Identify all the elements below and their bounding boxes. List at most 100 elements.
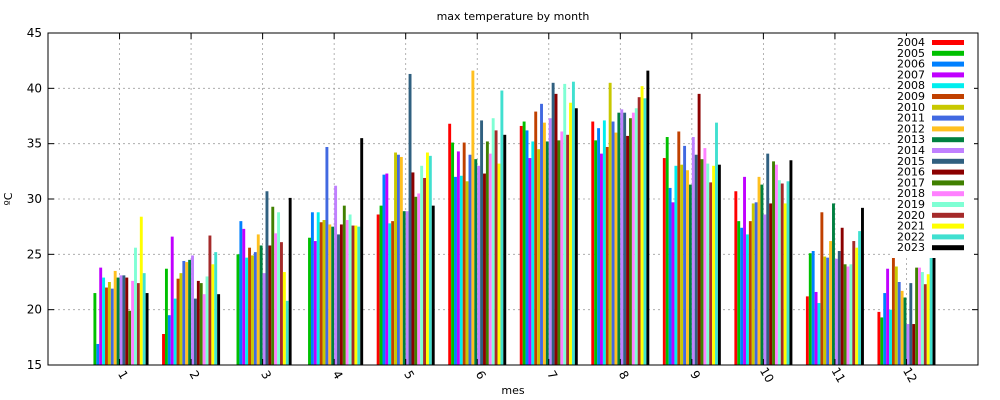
- bar: [245, 257, 249, 365]
- bar: [751, 203, 755, 365]
- bar: [789, 160, 793, 365]
- bar: [277, 212, 281, 365]
- bar: [119, 275, 123, 365]
- bar: [217, 294, 221, 365]
- bar: [459, 175, 463, 365]
- legend-label: 2013: [897, 133, 925, 146]
- x-tick-label: 11: [829, 365, 849, 385]
- bar: [188, 259, 192, 365]
- bar: [605, 146, 609, 365]
- bar: [525, 130, 529, 365]
- bar: [379, 205, 383, 365]
- bar: [236, 254, 240, 365]
- bar: [388, 223, 392, 365]
- bar: [337, 234, 340, 365]
- legend-label: 2021: [897, 220, 925, 233]
- bar: [399, 156, 403, 365]
- bar: [826, 257, 830, 365]
- legend-swatch: [932, 148, 964, 153]
- bar: [637, 97, 641, 365]
- bar: [918, 267, 921, 365]
- bar: [840, 227, 844, 365]
- bar: [282, 272, 286, 365]
- bar: [611, 121, 615, 366]
- bar: [202, 294, 206, 365]
- legend-label: 2007: [897, 68, 925, 81]
- bar: [740, 227, 744, 365]
- legend-label: 2015: [897, 155, 925, 168]
- legend-swatch: [932, 137, 964, 143]
- bar: [265, 191, 269, 365]
- bar: [142, 273, 146, 365]
- bar: [99, 267, 103, 365]
- bar: [191, 255, 194, 365]
- bar: [170, 236, 174, 365]
- bar: [376, 214, 380, 365]
- bar: [128, 310, 132, 365]
- bar: [396, 154, 400, 365]
- legend-label: 2009: [897, 90, 925, 103]
- bar: [837, 251, 841, 365]
- bar: [465, 181, 469, 365]
- bar: [339, 224, 343, 365]
- bar: [920, 272, 924, 365]
- bar: [110, 288, 114, 365]
- bar: [483, 173, 486, 365]
- bar: [342, 205, 346, 365]
- bar: [811, 251, 815, 365]
- bar: [557, 140, 561, 365]
- legend-swatch: [932, 104, 964, 110]
- legend-label: 2014: [897, 144, 925, 157]
- bar: [145, 293, 149, 365]
- bar: [196, 280, 200, 365]
- bar: [808, 253, 812, 365]
- bar: [497, 163, 501, 365]
- legend-label: 2012: [897, 122, 925, 135]
- bar: [351, 225, 355, 365]
- bar: [391, 221, 395, 365]
- bar: [646, 70, 650, 366]
- bar: [310, 212, 314, 365]
- bar: [431, 205, 435, 365]
- bar: [308, 237, 311, 365]
- bar: [820, 212, 824, 365]
- legend-label: 2018: [897, 187, 925, 200]
- x-axis-label: mes: [501, 384, 524, 397]
- bar: [408, 73, 412, 366]
- bar: [360, 138, 364, 365]
- bar: [631, 112, 635, 366]
- bar: [743, 176, 746, 365]
- bar: [102, 277, 106, 365]
- bar: [423, 177, 426, 365]
- legend-swatch: [932, 234, 964, 240]
- bar: [634, 108, 638, 366]
- bar: [328, 224, 332, 365]
- legend-label: 2010: [897, 101, 925, 114]
- bar: [193, 298, 197, 365]
- bar: [288, 197, 292, 365]
- bar: [697, 93, 701, 365]
- legend-label: 2016: [897, 166, 925, 179]
- bar: [285, 300, 289, 365]
- bar: [772, 161, 775, 365]
- bar: [855, 247, 859, 365]
- legend-swatch: [932, 191, 964, 197]
- legend-swatch: [932, 83, 964, 89]
- bar: [774, 164, 778, 365]
- bar: [182, 260, 186, 365]
- bar: [783, 203, 787, 365]
- bar: [926, 274, 930, 365]
- bar: [814, 291, 818, 365]
- bar: [122, 275, 126, 365]
- y-tick-label: 35: [27, 137, 42, 151]
- bar: [528, 158, 532, 365]
- bar: [912, 324, 916, 365]
- legend-swatch: [932, 40, 964, 45]
- bar: [485, 141, 489, 365]
- legend-swatch: [932, 212, 964, 218]
- bar: [805, 296, 809, 365]
- legend-label: 2008: [897, 79, 925, 92]
- legend: 2004200520062007200820092010201120122013…: [892, 36, 974, 258]
- bar: [262, 273, 266, 365]
